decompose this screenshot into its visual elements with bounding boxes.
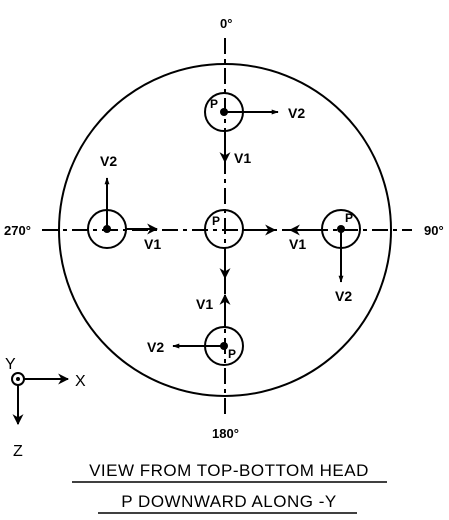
- angle-label-right: 90°: [424, 223, 444, 238]
- triad-origin-dot: [16, 377, 20, 381]
- nozzle-right-point: [337, 225, 345, 233]
- nozzle-right-p-label: P: [345, 211, 353, 225]
- axis-x-label: X: [75, 373, 86, 390]
- head-outline: [58, 63, 392, 397]
- nozzle-right-v1-label: V1: [289, 236, 306, 252]
- caption-line-1: VIEW FROM TOP-BOTTOM HEAD: [89, 461, 369, 480]
- axis-z-label: Z: [13, 443, 23, 460]
- axis-triad: Y X Z: [5, 356, 86, 460]
- nozzle-right: P V1 V2: [288, 209, 361, 304]
- nozzle-bottom-v1-label: V1: [196, 296, 213, 312]
- nozzle-bottom: P V1 V2: [147, 293, 244, 366]
- angle-label-left: 270°: [4, 223, 31, 238]
- nozzle-top-v2-label: V2: [288, 105, 305, 121]
- nozzle-bottom-p-label: P: [228, 347, 236, 361]
- nozzle-bottom-v2-label: V2: [147, 339, 164, 355]
- nozzle-right-v2-label: V2: [335, 288, 352, 304]
- nozzle-top: P V2 V1: [204, 92, 305, 166]
- angle-label-top: 0°: [220, 16, 232, 31]
- nozzle-center-p-label: P: [212, 214, 220, 228]
- axis-y-label: Y: [5, 356, 16, 373]
- caption-line-2: P DOWNWARD ALONG -Y: [121, 492, 336, 511]
- nozzle-top-v1-label: V1: [234, 150, 251, 166]
- nozzle-top-point: [220, 108, 228, 116]
- nozzle-left-v2-label: V2: [100, 153, 117, 169]
- nozzle-left: V2 V1: [87, 153, 161, 252]
- nozzle-top-p-label: P: [210, 97, 218, 111]
- nozzle-center: P: [204, 209, 277, 280]
- nozzle-left-v1-label: V1: [144, 236, 161, 252]
- angle-label-bottom: 180°: [212, 426, 239, 441]
